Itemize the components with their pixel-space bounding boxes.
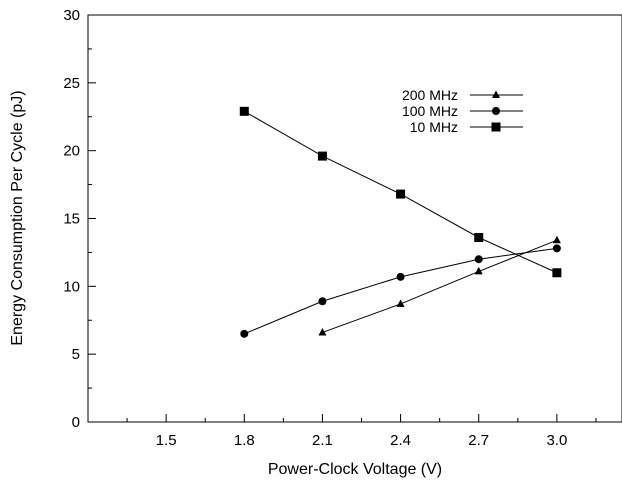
data-point-circle [240, 329, 249, 338]
y-axis-label: Energy Consumption Per Cycle (pJ) [9, 90, 26, 345]
y-tick-label: 25 [63, 75, 80, 92]
y-tick-label: 0 [72, 414, 80, 431]
data-point-square [474, 232, 484, 242]
series-group [239, 106, 562, 338]
x-tick-label: 3.0 [546, 432, 567, 449]
x-tick-label: 2.7 [468, 432, 489, 449]
y-tick-label: 5 [72, 346, 80, 363]
data-point-circle [396, 272, 405, 281]
legend-label: 200 MHz [402, 87, 458, 103]
data-point-circle [318, 297, 327, 306]
series-0 [318, 235, 561, 336]
data-point-circle [552, 244, 561, 253]
x-tick-label: 2.4 [390, 432, 411, 449]
data-point-square [239, 106, 249, 116]
plot-frame [87, 14, 622, 423]
y-tick-label: 20 [63, 143, 80, 160]
series-1 [240, 244, 561, 338]
x-axis-label: Power-Clock Voltage (V) [268, 461, 442, 478]
legend-marker-square [491, 122, 501, 132]
data-point-triangle [552, 235, 561, 244]
data-point-triangle [474, 266, 483, 275]
data-point-square [396, 189, 406, 199]
data-point-circle [474, 255, 483, 264]
y-tick-label: 10 [63, 278, 80, 295]
y-tick-label: 30 [63, 7, 80, 24]
y-tick-label: 15 [63, 211, 80, 228]
series-line [322, 239, 558, 333]
series-2 [239, 106, 562, 278]
legend-label: 10 MHz [410, 119, 458, 135]
data-point-square [552, 268, 562, 278]
data-point-square [317, 151, 327, 161]
x-tick-label: 1.5 [156, 432, 177, 449]
data-point-triangle [318, 327, 327, 336]
x-tick-label: 1.8 [234, 432, 255, 449]
legend-label: 100 MHz [402, 103, 458, 119]
tick-group: 0 5 10 15 20 25 30 1.5 1.8 2.1 2.4 2.7 3.0 [63, 7, 597, 449]
data-point-triangle [396, 299, 405, 307]
x-tick-label: 2.1 [312, 432, 333, 449]
legend-marker-circle [492, 107, 500, 115]
legend-marker-triangle [492, 90, 500, 98]
series-line [244, 247, 557, 335]
